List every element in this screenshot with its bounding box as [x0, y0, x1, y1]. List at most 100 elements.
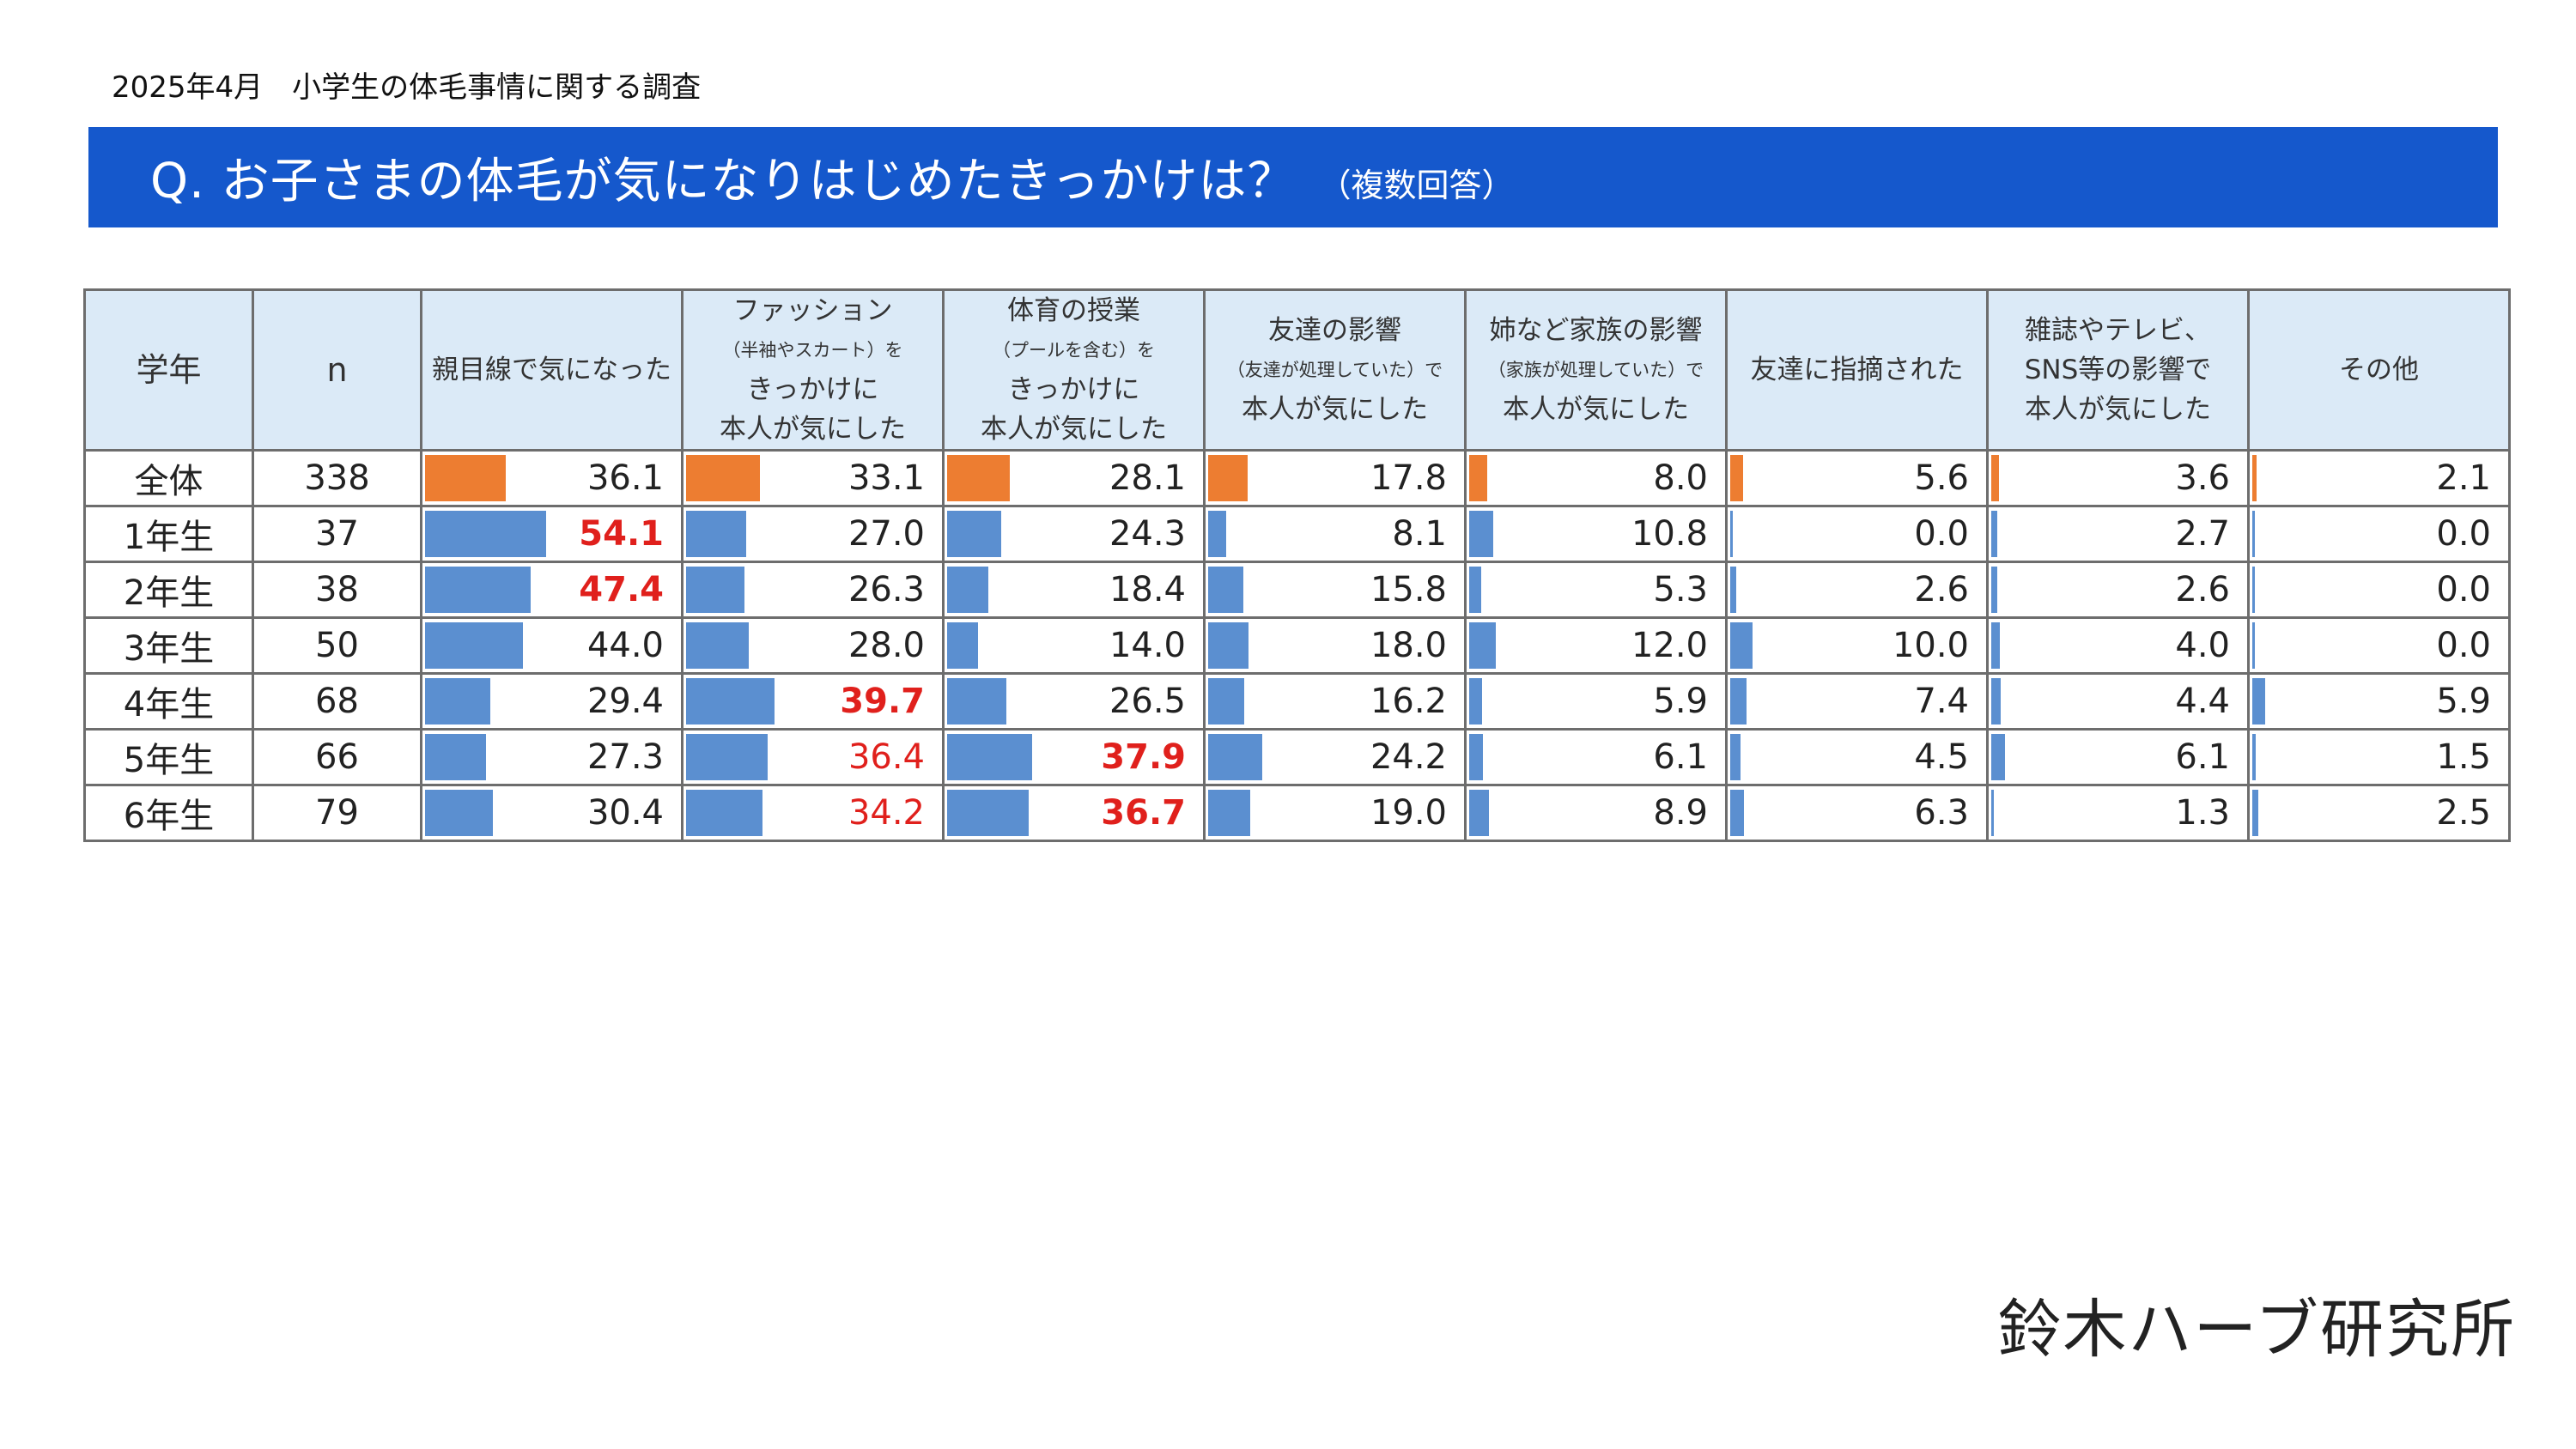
data-bar [2252, 790, 2258, 836]
column-header: 友達の影響 （友達が処理していた）で 本人が気にした [1203, 288, 1467, 452]
data-bar [1469, 567, 1481, 613]
data-bar [1208, 511, 1227, 557]
sample-size-cell: 79 [252, 784, 422, 842]
data-bar [947, 622, 979, 669]
column-header: n [252, 288, 422, 452]
column-header-line: ファッション [732, 295, 893, 326]
sample-size-cell: 68 [252, 672, 422, 731]
data-label: 37.9 [1101, 737, 1186, 777]
value-cell-parent: 36.1 [420, 449, 683, 507]
column-header: その他 [2247, 288, 2511, 452]
grade-cell: 2年生 [83, 561, 254, 619]
question-note: （複数回答） [1318, 167, 1515, 204]
value-cell-other: 1.5 [2247, 728, 2511, 786]
data-bar [686, 790, 762, 836]
value-cell-other: 0.0 [2247, 505, 2511, 563]
data-label: 36.1 [586, 458, 664, 498]
data-label: 27.0 [848, 514, 925, 554]
data-bar [1730, 678, 1747, 724]
column-header: 姉など家族の影響 （家族が処理していた）で 本人が気にした [1464, 288, 1728, 452]
value-cell-friends: 19.0 [1203, 784, 1467, 842]
data-bar [1991, 455, 2000, 501]
data-bar [1730, 455, 1743, 501]
column-header-line: （半袖やスカート）を [722, 340, 903, 361]
column-header-line: 本人が気にした [1242, 394, 1428, 425]
data-bar [425, 622, 524, 669]
data-bar [2252, 678, 2266, 724]
data-label: 0.0 [2436, 514, 2491, 554]
value-cell-fashion: 39.7 [681, 672, 945, 731]
data-label: 15.8 [1370, 570, 1447, 609]
value-cell-media: 4.0 [1986, 616, 2250, 675]
column-header-line: （友達が処理していた）で [1226, 360, 1443, 380]
data-bar [1991, 678, 2002, 724]
value-cell-friends: 8.1 [1203, 505, 1467, 563]
data-label: 1.5 [2436, 737, 2491, 777]
value-cell-pointed: 2.6 [1725, 561, 1989, 619]
column-header-line: 友達に指摘された [1750, 355, 1964, 385]
data-bar [1991, 734, 2005, 780]
data-bar [425, 567, 532, 613]
data-label: 2.7 [2175, 514, 2230, 554]
value-cell-media: 6.1 [1986, 728, 2250, 786]
column-header-line: その他 [2339, 355, 2419, 385]
value-cell-pointed: 7.4 [1725, 672, 1989, 731]
data-bar [425, 511, 546, 557]
data-bar [1208, 455, 1249, 501]
value-cell-fashion: 28.0 [681, 616, 945, 675]
data-bar [1730, 622, 1753, 669]
data-label: 10.8 [1631, 514, 1708, 554]
table-header-row: 学年 n 親目線で気になった ファッション （半袖やスカート）を きっかけに 本人が気にした… [83, 288, 2511, 452]
value-cell-pe: 28.1 [942, 449, 1206, 507]
data-label: 8.1 [1392, 514, 1447, 554]
data-bar [947, 734, 1032, 780]
value-cell-pointed: 5.6 [1725, 449, 1989, 507]
data-label: 5.9 [1653, 682, 1708, 721]
data-bar [1469, 455, 1487, 501]
data-label: 26.5 [1109, 682, 1186, 721]
data-label: 0.0 [1914, 514, 1969, 554]
data-bar [1208, 622, 1249, 669]
survey-label: 2025年4月 小学生の体毛事情に関する調査 [112, 70, 702, 105]
data-label: 28.0 [848, 626, 925, 665]
column-header-line: 体育の授業 [1007, 295, 1140, 326]
data-bar [1469, 734, 1483, 780]
value-cell-family: 10.8 [1464, 505, 1728, 563]
column-header: ファッション （半袖やスカート）を きっかけに 本人が気にした [681, 288, 945, 452]
value-cell-friends: 18.0 [1203, 616, 1467, 675]
value-cell-media: 4.4 [1986, 672, 2250, 731]
value-cell-media: 1.3 [1986, 784, 2250, 842]
table-row: 5年生 66 27.3 36.4 37.9 24.2 6.1 4.5 6.1 1.5 [83, 728, 2511, 786]
column-header-line: 本人が気にした [720, 414, 906, 445]
column-header-line: 本人が気にした [981, 414, 1167, 445]
data-label: 6.1 [2175, 737, 2230, 777]
value-cell-pe: 24.3 [942, 505, 1206, 563]
column-header-line: 親目線で気になった [432, 355, 671, 385]
data-label: 8.0 [1653, 458, 1708, 498]
column-header: 友達に指摘された [1725, 288, 1989, 452]
value-cell-media: 2.6 [1986, 561, 2250, 619]
sample-size-cell: 37 [252, 505, 422, 563]
value-cell-media: 2.7 [1986, 505, 2250, 563]
value-cell-family: 12.0 [1464, 616, 1728, 675]
data-label: 3.6 [2175, 458, 2230, 498]
data-label: 14.0 [1109, 626, 1186, 665]
value-cell-other: 2.5 [2247, 784, 2511, 842]
value-cell-family: 8.9 [1464, 784, 1728, 842]
value-cell-parent: 44.0 [420, 616, 683, 675]
column-header-line: n [326, 351, 348, 389]
data-label: 24.3 [1109, 514, 1186, 554]
data-bar [686, 455, 761, 501]
data-bar [1730, 734, 1741, 780]
data-bar [1469, 790, 1490, 836]
value-cell-fashion: 36.4 [681, 728, 945, 786]
data-bar [1730, 790, 1745, 836]
data-label: 44.0 [586, 626, 664, 665]
data-bar [425, 678, 491, 724]
value-cell-other: 0.0 [2247, 616, 2511, 675]
data-label: 39.7 [840, 682, 925, 721]
data-label: 2.6 [1914, 570, 1969, 609]
question-banner: Q. お子さまの体毛が気になりはじめたきっかけは？ （複数回答） [88, 127, 2498, 227]
data-label: 26.3 [848, 570, 925, 609]
column-header-line: きっかけに [1007, 374, 1140, 405]
